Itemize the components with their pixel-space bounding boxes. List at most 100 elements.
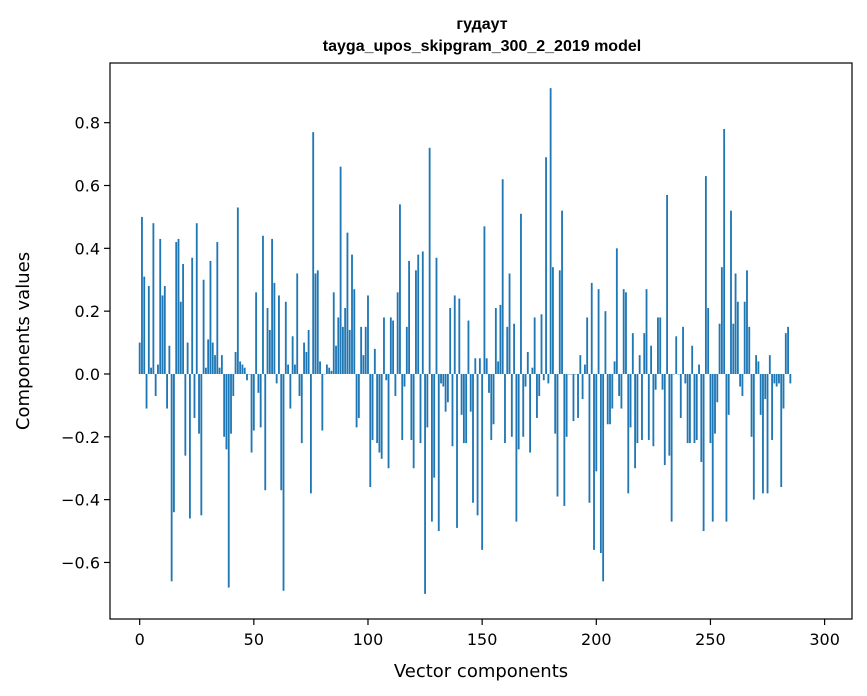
bar	[506, 326, 509, 374]
bar	[179, 301, 182, 374]
bar	[435, 257, 438, 374]
bar	[236, 207, 239, 374]
bar	[691, 345, 694, 374]
bar	[659, 317, 662, 374]
bar	[517, 373, 520, 450]
bar	[531, 367, 534, 374]
bar	[399, 204, 401, 374]
bar	[325, 364, 328, 374]
y-tick-label: 0.2	[75, 302, 100, 321]
bar	[540, 314, 543, 374]
bar	[444, 373, 447, 412]
bar	[716, 373, 719, 403]
bar	[552, 267, 554, 374]
bar	[481, 373, 484, 550]
bar	[369, 373, 372, 488]
bar	[577, 373, 579, 418]
bar	[465, 373, 468, 444]
bar	[780, 373, 783, 488]
bar	[654, 373, 657, 390]
bar	[549, 88, 552, 374]
bar	[252, 373, 255, 431]
bar	[636, 373, 639, 444]
bar	[497, 361, 500, 374]
bar	[702, 373, 705, 532]
bar	[211, 342, 214, 374]
bar	[168, 345, 171, 374]
bar	[220, 355, 223, 374]
bar	[643, 333, 646, 374]
bar	[362, 355, 365, 374]
y-tick-label: 0.0	[75, 365, 100, 384]
bar	[280, 373, 283, 491]
bar	[748, 326, 751, 374]
bar	[513, 323, 516, 374]
bar	[581, 373, 584, 400]
bar	[686, 373, 689, 444]
bar	[389, 317, 392, 374]
bar	[492, 373, 495, 425]
bar	[291, 336, 294, 374]
bar	[469, 373, 472, 412]
bar	[426, 373, 429, 428]
bar	[723, 128, 726, 374]
bar	[268, 330, 271, 374]
bar	[572, 373, 575, 422]
bar	[437, 373, 440, 532]
bar	[782, 373, 785, 409]
bar	[766, 373, 769, 494]
bar	[182, 264, 184, 374]
bar	[360, 326, 363, 374]
bar	[768, 355, 771, 374]
bar	[410, 373, 413, 440]
bar	[431, 373, 433, 522]
bar	[720, 267, 723, 374]
bar	[246, 373, 248, 381]
bar	[618, 373, 621, 396]
bar	[773, 373, 776, 384]
bar	[255, 292, 258, 374]
bar	[631, 333, 634, 374]
bar	[415, 270, 417, 374]
bar	[711, 373, 714, 522]
bar	[145, 373, 148, 409]
bar	[298, 373, 301, 396]
bar	[243, 367, 246, 374]
bar	[383, 317, 385, 374]
bar	[604, 311, 607, 374]
bar	[408, 260, 410, 374]
bar	[307, 330, 310, 374]
bar	[282, 373, 285, 591]
bar	[563, 373, 566, 506]
bar	[273, 282, 276, 374]
bar	[138, 342, 141, 374]
bar	[647, 373, 650, 440]
x-tick-label: 200	[581, 630, 612, 649]
bar	[634, 373, 637, 469]
bar	[177, 238, 180, 374]
bar	[440, 373, 442, 384]
bar	[373, 348, 376, 374]
plot-frame	[109, 62, 853, 620]
bar	[741, 373, 744, 396]
bar	[218, 367, 221, 374]
bar	[787, 326, 789, 374]
bar	[704, 176, 707, 374]
bar	[202, 279, 205, 374]
bar	[339, 166, 342, 374]
bar	[752, 373, 755, 500]
bar	[344, 308, 347, 374]
bar	[709, 373, 712, 444]
bar	[421, 251, 424, 374]
bar	[163, 286, 166, 374]
bar	[732, 323, 735, 374]
bar	[401, 373, 404, 440]
bar	[622, 289, 625, 374]
bar	[588, 373, 591, 503]
bar	[357, 373, 360, 418]
bar	[499, 304, 502, 374]
bar	[684, 373, 687, 384]
bar	[494, 308, 497, 374]
bar	[143, 276, 146, 374]
